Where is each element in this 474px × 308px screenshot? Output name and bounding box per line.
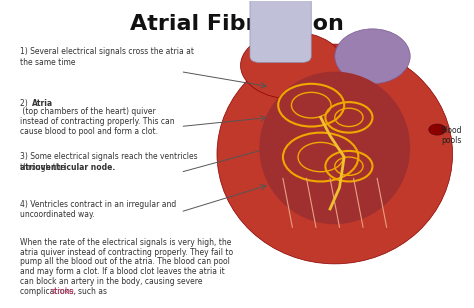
Text: and may form a clot. If a blood clot leaves the atria it: and may form a clot. If a blood clot lea… <box>20 267 225 276</box>
Text: complications, such as: complications, such as <box>20 287 109 296</box>
Text: Blood
pools: Blood pools <box>441 126 462 145</box>
Text: When the rate of the electrical signals is very high, the: When the rate of the electrical signals … <box>20 238 232 247</box>
Text: 2): 2) <box>20 99 30 108</box>
FancyBboxPatch shape <box>250 0 311 63</box>
Ellipse shape <box>335 29 410 84</box>
Text: Atrial Fibrillation: Atrial Fibrillation <box>130 14 344 34</box>
Text: (top chambers of the heart) quiver
instead of contracting properly. This can
cau: (top chambers of the heart) quiver inste… <box>20 107 175 136</box>
Text: can block an artery in the body, causing severe: can block an artery in the body, causing… <box>20 277 203 286</box>
Text: stroke.: stroke. <box>51 287 77 296</box>
Ellipse shape <box>259 71 410 224</box>
Text: Atria: Atria <box>32 99 53 108</box>
Ellipse shape <box>240 32 344 99</box>
Text: 1) Several electrical signals cross the atria at
the same time: 1) Several electrical signals cross the … <box>20 47 194 67</box>
Text: 3) Some electrical signals reach the ventricles
through the: 3) Some electrical signals reach the ven… <box>20 152 198 172</box>
Ellipse shape <box>217 44 453 264</box>
Text: atrioventricular node.: atrioventricular node. <box>20 163 116 172</box>
Text: 4) Ventricles contract in an irregular and
uncoordinated way.: 4) Ventricles contract in an irregular a… <box>20 200 176 219</box>
Circle shape <box>429 124 446 135</box>
Text: pump all the blood out of the atria. The blood can pool: pump all the blood out of the atria. The… <box>20 257 230 266</box>
Text: atria quiver instead of contracting properly. They fail to: atria quiver instead of contracting prop… <box>20 248 233 257</box>
